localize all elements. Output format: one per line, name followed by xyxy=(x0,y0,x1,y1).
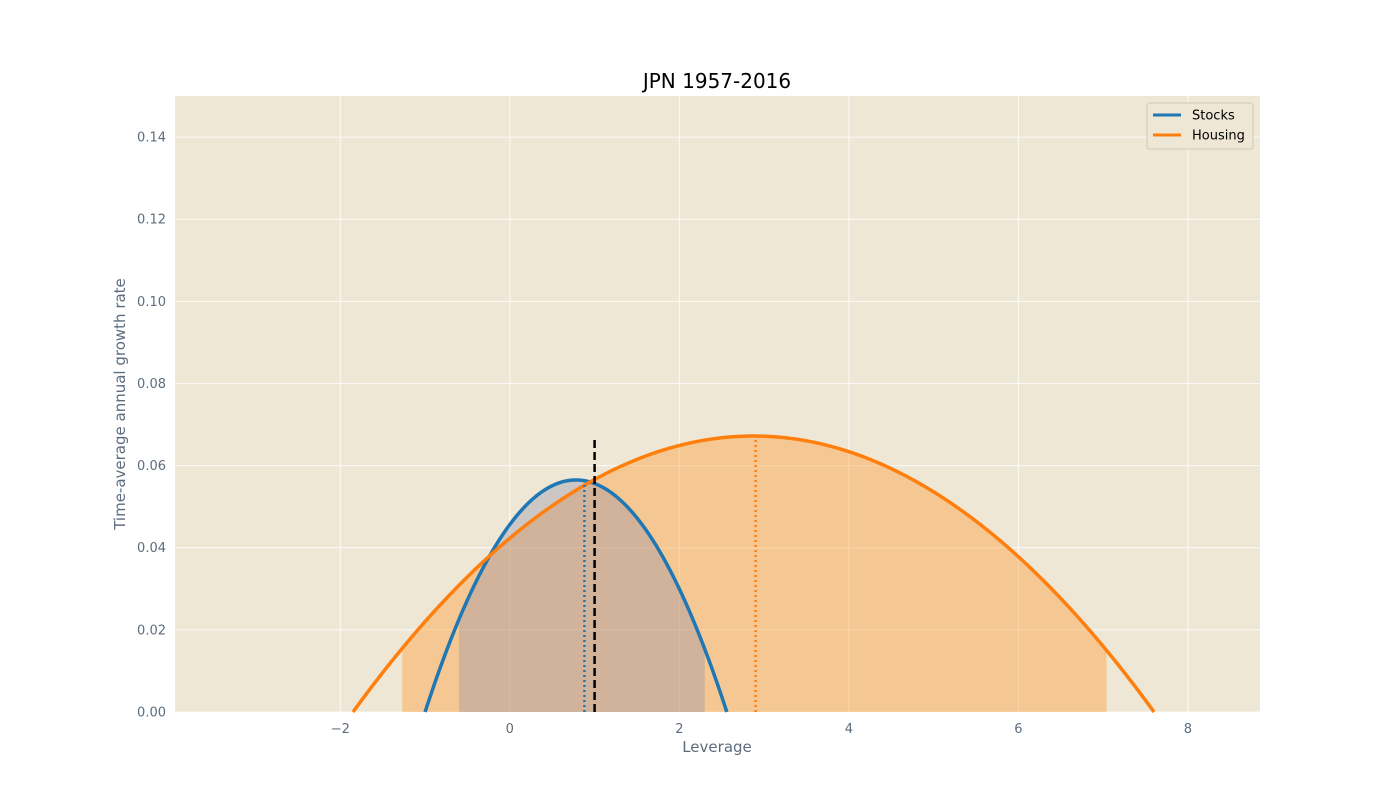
y-tick-label: 0.10 xyxy=(137,295,166,310)
series-lines xyxy=(351,434,1156,714)
shaded-areas xyxy=(402,436,1107,712)
x-tick-label: 4 xyxy=(845,722,853,737)
x-axis-label: Leverage xyxy=(682,738,752,756)
series-line-stocks xyxy=(423,478,729,713)
y-tick-label: 0.06 xyxy=(137,459,166,474)
y-tick-label: 0.14 xyxy=(137,131,166,146)
y-tick-label: 0.08 xyxy=(137,377,166,392)
tick-labels: −2 0 2 4 6 8 0.00 0.02 0.04 0.06 0.08 0.10 0.12 0.14 xyxy=(137,131,1192,737)
chart-title: JPN 1957-2016 xyxy=(641,69,791,93)
x-tick-label: 0 xyxy=(506,722,514,737)
series-line-housing xyxy=(351,434,1156,714)
x-tick-label: 2 xyxy=(675,722,683,737)
x-tick-label: 8 xyxy=(1184,722,1192,737)
y-tick-label: 0.04 xyxy=(137,541,166,556)
y-axis-label: Time-average annual growth rate xyxy=(111,278,129,531)
x-tick-label: 6 xyxy=(1014,722,1022,737)
y-tick-label: 0.02 xyxy=(137,623,166,638)
legend-label-stocks: Stocks xyxy=(1192,109,1235,124)
legend: Stocks Housing xyxy=(1146,102,1254,150)
legend-label-housing: Housing xyxy=(1192,129,1245,144)
y-tick-label: 0.12 xyxy=(137,213,166,228)
plot-background xyxy=(175,96,1260,712)
x-tick-label: −2 xyxy=(331,722,350,737)
grid xyxy=(175,96,1260,713)
shaded-area-housing xyxy=(402,436,1107,712)
y-tick-label: 0.00 xyxy=(137,706,166,721)
shaded-area-stocks xyxy=(458,479,705,712)
